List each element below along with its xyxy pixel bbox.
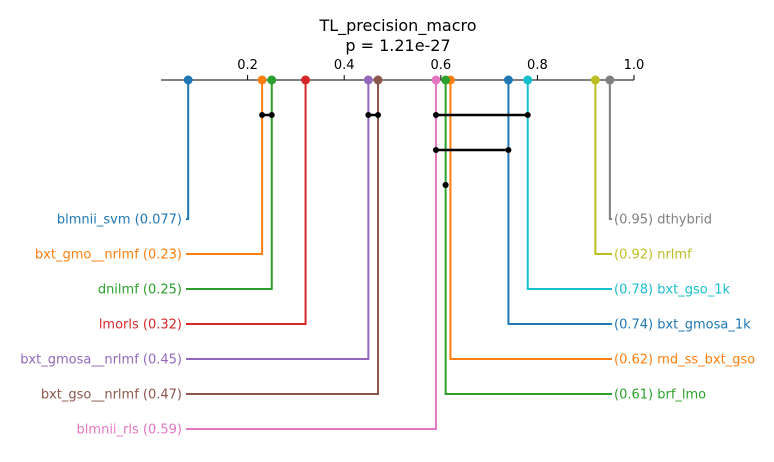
clique-end	[505, 147, 512, 153]
clique-end	[432, 112, 439, 118]
tick-label: 0.2	[237, 58, 258, 73]
method-label-bxt_gso__nrlmf: bxt_gso__nrlmf (0.47)	[41, 388, 182, 403]
clique-end	[432, 147, 439, 153]
method-line-lmorls	[186, 80, 307, 325]
method-line-dnilmf	[186, 80, 273, 290]
method-label-blmnii_rls: blmnii_rls (0.59)	[77, 423, 182, 438]
clique-end	[259, 112, 266, 118]
rank-point-blmnii_rls	[431, 75, 441, 85]
clique-end	[375, 112, 382, 118]
tick-label: 0.8	[527, 58, 548, 73]
method-label-bxt_gmosa__nrlmf: bxt_gmosa__nrlmf (0.45)	[20, 353, 182, 368]
method-line-brf_lmo	[444, 80, 612, 395]
method-label-bxt_gmosa_1k: (0.74) bxt_gmosa_1k	[614, 318, 751, 333]
method-line-md_ss_bxt_gso	[449, 80, 612, 360]
method-line-bxt_gmosa__nrlmf	[186, 80, 370, 360]
tick-label: 0.4	[334, 58, 355, 73]
method-line-nrlmf	[594, 80, 612, 255]
rank-point-dthybrid	[605, 75, 615, 85]
rank-point-brf_lmo	[441, 75, 451, 85]
method-labels: blmnii_svm (0.077) bxt_gmo__nrlmf (0.23) d…	[20, 213, 755, 438]
clique-end	[268, 112, 275, 118]
axis-ticks: 0.2 0.4 0.6 0.8 1.0	[237, 58, 644, 80]
tick-label: 0.6	[430, 58, 451, 73]
method-label-dthybrid: (0.95) dthybrid	[614, 213, 712, 228]
clique-end	[524, 112, 531, 118]
rank-point-bxt_gso__nrlmf	[373, 75, 383, 85]
method-label-md_ss_bxt_gso: (0.62) md_ss_bxt_gso	[614, 353, 755, 368]
clique-bars	[259, 112, 531, 188]
method-line-blmnii_svm	[186, 80, 190, 220]
method-line-bxt_gmosa_1k	[507, 80, 612, 325]
rank-point-dnilmf	[267, 75, 277, 85]
method-line-bxt_gso__nrlmf	[186, 80, 380, 395]
method-label-nrlmf: (0.92) nrlmf	[614, 248, 692, 263]
method-label-bxt_gmo__nrlmf: bxt_gmo__nrlmf (0.23)	[35, 248, 182, 263]
rank-point-bxt_gmosa_1k	[503, 75, 513, 85]
tick-label: 1.0	[624, 58, 645, 73]
method-line-blmnii_rls	[186, 80, 437, 430]
method-label-lmorls: lmorls (0.32)	[99, 318, 182, 333]
clique-end	[365, 112, 372, 118]
clique-end	[442, 182, 449, 188]
chart-title: TL_precision_macro	[318, 16, 476, 36]
method-line-bxt_gso_1k	[526, 80, 612, 290]
method-lines	[183, 75, 615, 430]
rank-point-bxt_gmosa__nrlmf	[363, 75, 373, 85]
method-line-dthybrid	[608, 80, 612, 220]
method-label-bxt_gso_1k: (0.78) bxt_gso_1k	[614, 283, 731, 298]
rank-point-nrlmf	[590, 75, 600, 85]
rank-point-bxt_gmo__nrlmf	[257, 75, 267, 85]
method-label-dnilmf: dnilmf (0.25)	[98, 283, 182, 298]
chart-subtitle: p = 1.21e-27	[345, 36, 450, 55]
method-label-blmnii_svm: blmnii_svm (0.077)	[57, 213, 182, 228]
rank-point-lmorls	[301, 75, 311, 85]
rank-point-blmnii_svm	[183, 75, 193, 85]
method-line-bxt_gmo__nrlmf	[186, 80, 264, 255]
rank-point-bxt_gso_1k	[523, 75, 533, 85]
method-label-brf_lmo: (0.61) brf_lmo	[614, 388, 706, 403]
